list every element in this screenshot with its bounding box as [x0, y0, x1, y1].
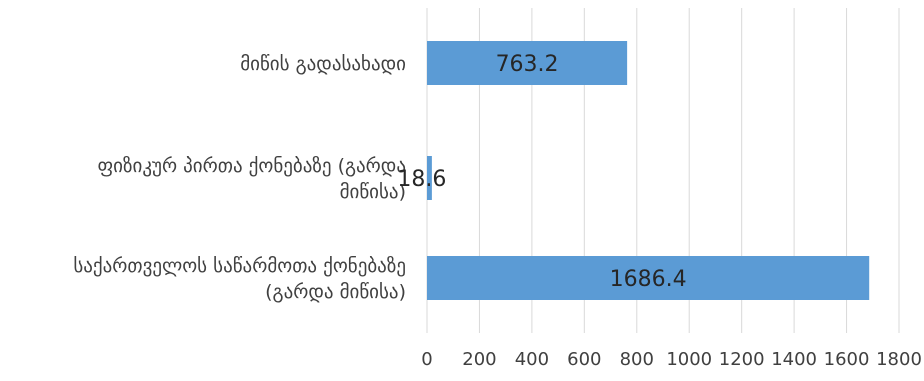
x-tick-label-1800: 1800: [876, 349, 922, 370]
x-axis-tick-labels: 0 200 400 600 800 1000 1200 1400 1600 1800: [421, 349, 922, 370]
category-labels: მიწის გადასახადი ფიზიკურ პირთა ქონებაზე (…: [73, 53, 406, 303]
x-tick-label-800: 800: [620, 349, 654, 370]
bar-2: [427, 156, 432, 200]
bars: [427, 41, 870, 300]
x-tick-label-1200: 1200: [719, 349, 765, 370]
data-label-1: 763.2: [496, 52, 559, 77]
category-label-2: მიწისა): [340, 181, 406, 203]
x-tick-label-1400: 1400: [771, 349, 817, 370]
x-tick-label-0: 0: [421, 349, 432, 370]
data-labels: 763.2 18.6 1686.4: [397, 52, 686, 292]
data-label-3: 1686.4: [610, 267, 687, 292]
bar-3: [427, 256, 870, 300]
bar-1: [427, 41, 628, 85]
x-tick-label-400: 400: [515, 349, 549, 370]
category-label-2: ფიზიკურ პირთა ქონებაზე (გარდა: [98, 155, 407, 177]
data-label-2: 18.6: [397, 167, 446, 192]
x-tick-label-600: 600: [567, 349, 601, 370]
category-label-3: საქართველოს საწარმოთა ქონებაზე: [73, 255, 406, 277]
category-label-3: (გარდა მიწისა): [265, 281, 406, 303]
category-label-1: მიწის გადასახადი: [240, 53, 406, 75]
x-tick-label-1600: 1600: [824, 349, 870, 370]
x-tick-label-200: 200: [462, 349, 496, 370]
x-tick-label-1000: 1000: [666, 349, 712, 370]
